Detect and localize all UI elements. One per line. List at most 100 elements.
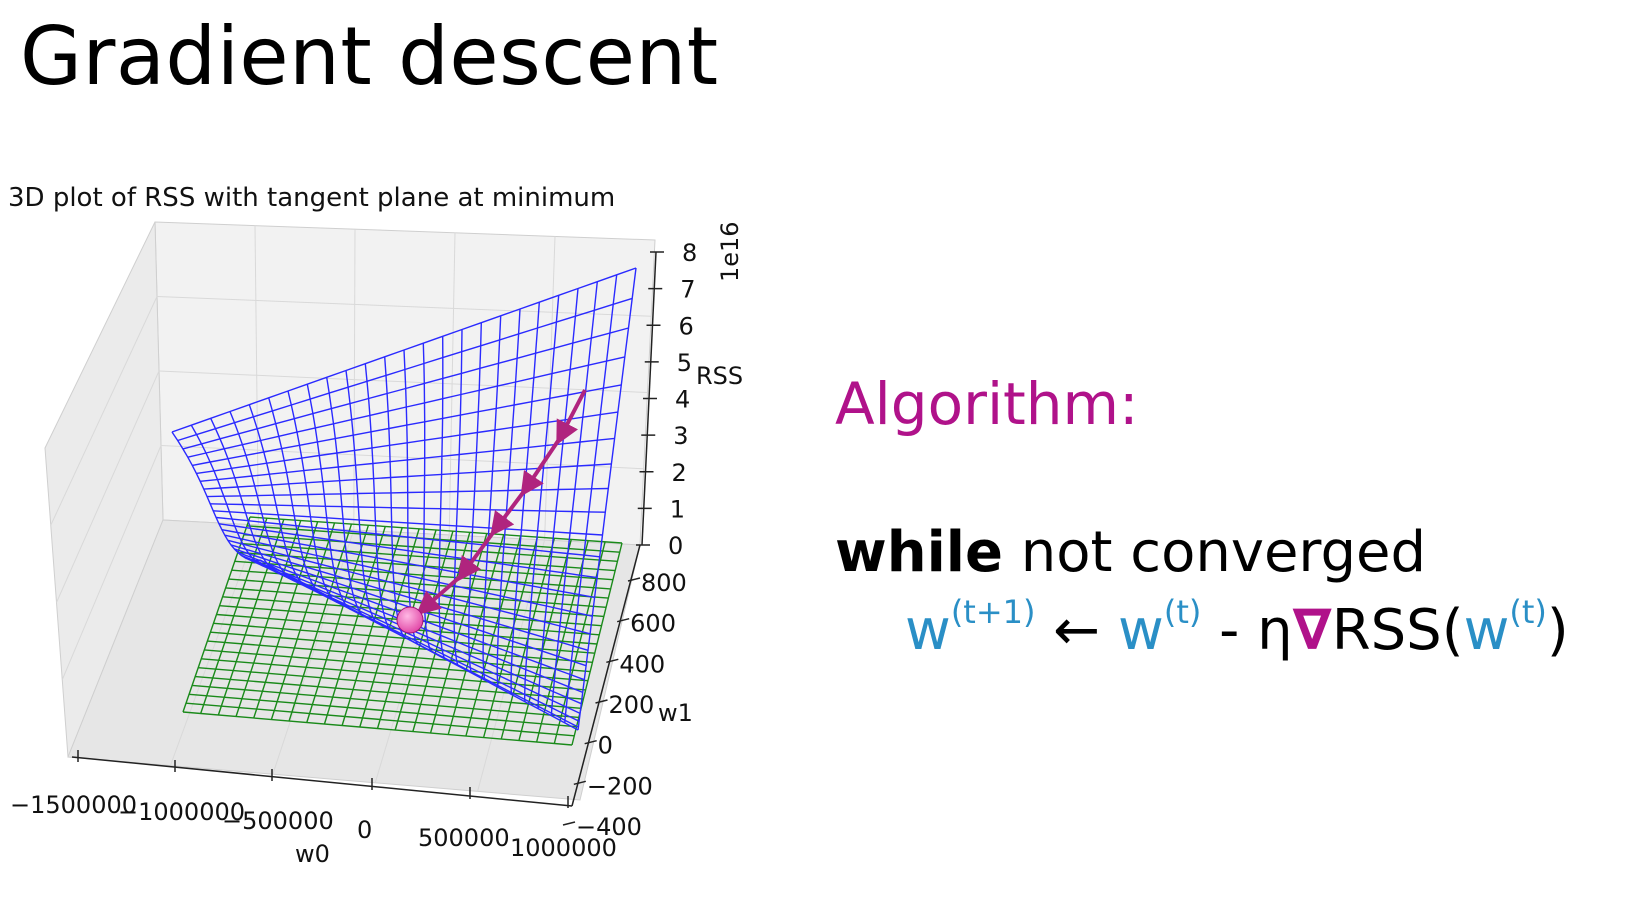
y-tick xyxy=(595,699,608,704)
minus-eta: - η xyxy=(1201,598,1293,663)
z-tick-label: 3 xyxy=(673,422,688,450)
y-tick-label: 600 xyxy=(630,610,676,638)
y-tick-label: 0 xyxy=(598,732,613,760)
y-tick-label: 400 xyxy=(619,650,665,678)
y-tick-label: 200 xyxy=(609,691,655,719)
plane-gridline xyxy=(447,534,505,735)
while-keyword: while xyxy=(835,520,1003,585)
slide-title: Gradient descent xyxy=(20,10,719,103)
surface-gridline xyxy=(218,523,598,579)
plane-gridline xyxy=(394,530,454,731)
plane-gridline xyxy=(201,658,586,691)
x-tick-label: −500000 xyxy=(222,807,334,835)
surface-gridline xyxy=(203,463,612,490)
minimum-point xyxy=(396,606,424,634)
nabla-icon: ∇ xyxy=(1292,598,1332,663)
floor-pane-gridline xyxy=(272,529,355,775)
gradient-step-arrow xyxy=(415,573,464,616)
plane-gridline xyxy=(553,541,606,744)
z-tick-label: 8 xyxy=(682,239,697,267)
minimum-ball xyxy=(396,606,424,634)
x-axis-line xyxy=(71,756,573,807)
x-tick-label: 0 xyxy=(357,816,372,844)
y-tick xyxy=(616,617,630,623)
z-tick-label: 7 xyxy=(680,276,695,304)
floor-pane-gridline xyxy=(169,524,259,766)
x-tick-label: −1000000 xyxy=(118,798,245,826)
back-pane-gridline xyxy=(160,445,644,470)
surface-gridline xyxy=(171,267,637,433)
rss-3d-plot: 3D plot of RSS with tangent plane at min… xyxy=(8,183,744,868)
superscript-t-plus-1: (t+1) xyxy=(950,593,1036,631)
y-tick-label: −200 xyxy=(587,772,653,800)
plane-gridline xyxy=(198,666,584,700)
rss-surface xyxy=(171,267,637,731)
while-condition: not converged xyxy=(1002,520,1427,585)
z-axis-label: RSS xyxy=(696,362,743,390)
plane-gridline xyxy=(192,684,579,719)
y-tick xyxy=(584,739,597,745)
surface-gridline xyxy=(248,558,581,715)
left-pane-gridline xyxy=(61,445,162,680)
plane-gridline xyxy=(210,631,593,664)
w-arg-var: w xyxy=(1463,598,1510,663)
plane-gridline xyxy=(204,649,588,682)
plane-gridline xyxy=(213,622,595,654)
surface-gridline xyxy=(210,503,606,513)
y-tick xyxy=(573,780,587,786)
surface-gridline xyxy=(227,539,591,635)
algorithm-while-line: while not converged xyxy=(835,520,1426,585)
rss-function: RSS( xyxy=(1331,598,1464,663)
surface-gridline xyxy=(200,437,615,482)
left-pane-gridline xyxy=(50,296,158,526)
z-tick-label: 6 xyxy=(679,312,694,340)
y-axis-line xyxy=(571,544,641,807)
x-tick-label: 500000 xyxy=(418,824,510,852)
plane-gridline xyxy=(185,702,575,737)
y-tick xyxy=(606,658,619,664)
surface-gridline xyxy=(221,529,595,599)
w-next-var: w xyxy=(905,598,951,663)
y-axis-label: w1 xyxy=(658,699,693,727)
plane-gridline xyxy=(465,535,522,737)
plane-gridline xyxy=(182,711,573,746)
plot-title: 3D plot of RSS with tangent plane at min… xyxy=(8,183,615,213)
close-paren: ) xyxy=(1546,598,1569,663)
plane-gridline xyxy=(189,693,577,728)
y-tick-label: 800 xyxy=(641,569,687,597)
z-tick-label: 4 xyxy=(675,386,690,414)
surface-gridline xyxy=(182,327,629,450)
surface-gridline xyxy=(216,516,600,558)
y-tick xyxy=(562,821,576,826)
surface-gridline xyxy=(213,510,603,536)
surface-gridline xyxy=(192,384,622,467)
z-tick-label: 0 xyxy=(668,532,683,560)
z-tick-label: 2 xyxy=(672,459,687,487)
back-pane-gridline xyxy=(156,296,652,317)
gradient-step-arrow xyxy=(490,488,527,537)
surface-gridline xyxy=(196,411,618,475)
superscript-t-arg: (t) xyxy=(1509,593,1547,631)
gradient-step-arrow xyxy=(520,436,562,497)
plane-gridline xyxy=(482,536,539,738)
y-tick xyxy=(627,577,641,582)
plane-gridline xyxy=(535,540,589,743)
w-current-var: w xyxy=(1118,598,1164,663)
surface-gridline xyxy=(230,544,589,651)
x-axis-label: w0 xyxy=(295,840,330,868)
back-pane-gridline xyxy=(158,370,648,393)
gradient-step-arrow xyxy=(457,528,497,582)
y-axis: 800 600 400 200 0 −200 −400 xyxy=(562,544,687,841)
x-axis: −1500000−1000000−500000 0 500000 1000000 xyxy=(10,750,617,862)
superscript-t: (t) xyxy=(1163,593,1202,631)
z-axis: 8 7 6 5 4 3 2 1 0 xyxy=(636,239,697,560)
x-tick-label: −1500000 xyxy=(10,791,137,819)
surface-gridline xyxy=(187,356,625,458)
z-tick-label: 5 xyxy=(677,349,692,377)
z-tick-label: 1 xyxy=(670,495,685,523)
surface-gridline xyxy=(177,297,633,442)
surface-gridline xyxy=(224,534,593,617)
left-pane-gridline xyxy=(56,370,160,603)
y-tick-label: −400 xyxy=(576,813,642,841)
gradient-step-arrow xyxy=(556,389,587,446)
